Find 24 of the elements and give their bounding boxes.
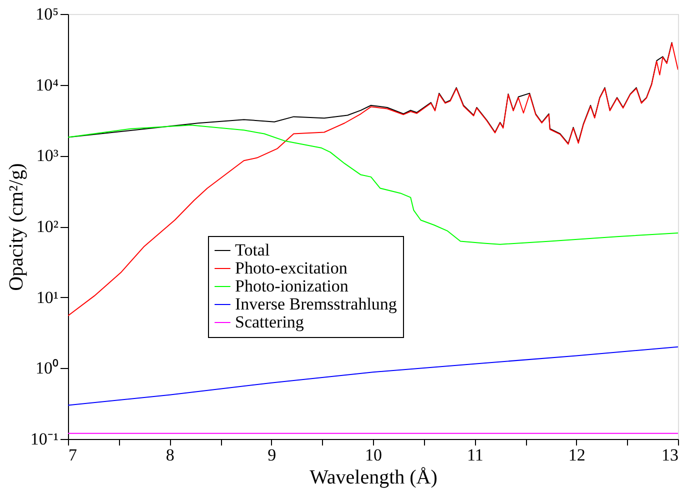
legend-label: Photo-excitation: [235, 258, 348, 278]
line-series: [68, 42, 678, 316]
y-tick-label: 10⁵: [36, 4, 59, 24]
y-tick-label: 10¹: [36, 288, 58, 307]
legend-label: Total: [235, 240, 270, 260]
y-tick-label: 10⁻¹: [30, 430, 58, 448]
legend-label: Photo-ionization: [235, 276, 349, 296]
x-tick-label: 8: [166, 446, 174, 464]
y-tick-label: 10⁴: [36, 75, 59, 94]
line-series: [68, 346, 678, 406]
x-tick-label: 13: [662, 446, 678, 464]
x-tick-label: 11: [466, 446, 484, 464]
y-tick-label: 10²: [36, 217, 58, 236]
y-tick-label: 10³: [36, 146, 58, 166]
x-tick-label: 9: [268, 446, 276, 464]
legend-label: Inverse Bremsstrahlung: [235, 294, 398, 314]
x-tick-label: 10: [365, 446, 382, 464]
legend-label: Scattering: [235, 312, 304, 332]
y-axis-title: Opacity (cm²/g): [5, 163, 28, 291]
y-tick-label: 10⁰: [36, 358, 58, 378]
x-axis-title: Wavelength (Å): [310, 466, 438, 488]
line-series: [68, 124, 678, 245]
x-tick-label: 7: [68, 446, 78, 464]
x-tick-label: 12: [568, 446, 586, 464]
